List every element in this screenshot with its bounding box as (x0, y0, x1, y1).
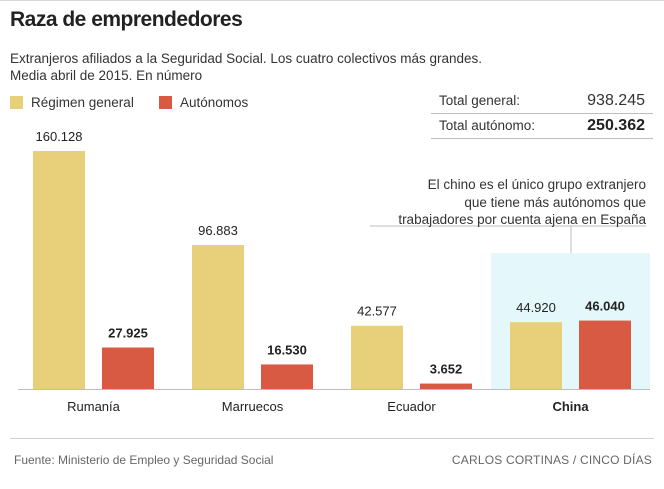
bar-general-ecuador (351, 325, 403, 389)
value-label-general-china: 44.920 (516, 300, 556, 315)
annotation-line-2: que tiene más autónomos que (464, 194, 646, 210)
bar-group: 160.128 27.925 96.883 16.530 42.577 3.652 44.9… (33, 129, 631, 389)
value-label-autonomo-marruecos: 16.530 (267, 342, 307, 357)
total-general-label: Total general: (439, 93, 521, 108)
chart-title: Raza de emprendedores (10, 8, 243, 31)
value-label-autonomo-ecuador: 3.652 (430, 362, 463, 377)
totals-bottom-rule (431, 138, 653, 139)
category-label-marruecos: Marruecos (222, 399, 284, 414)
legend-general-label: Régimen general (31, 95, 134, 110)
legend-autonomo: Autónomos (159, 95, 248, 110)
legend-general-swatch (10, 96, 23, 109)
category-label-china: China (552, 399, 589, 414)
legend-autonomo-swatch (159, 96, 172, 109)
source-note: Fuente: Ministerio de Empleo y Seguridad… (14, 453, 274, 467)
total-general-row: Total general: 938.245 (431, 89, 653, 113)
credit-note: CARLOS CORTINAS / CINCO DÍAS (451, 453, 652, 467)
top-rule (0, 0, 664, 1)
total-autonomo-row: Total autónomo: 250.362 (431, 114, 653, 138)
total-autonomo-value: 250.362 (587, 117, 645, 134)
annotation-line-3: trabajadores por cuenta ajena en España (398, 212, 646, 227)
china-annotation: El chino es el único grupo extranjero qu… (356, 176, 646, 229)
totals-divider (431, 113, 653, 114)
bar-autonomo-marruecos (261, 364, 313, 389)
x-axis-labels: Rumanía Marruecos Ecuador China (67, 399, 589, 414)
bar-autonomo-china (579, 320, 631, 389)
bar-general-china (510, 322, 562, 389)
category-label-ecuador: Ecuador (387, 399, 436, 414)
footer-rule (10, 438, 654, 439)
legend-autonomo-label: Autónomos (180, 95, 249, 110)
bar-autonomo-ecuador (420, 383, 472, 389)
value-label-general-marruecos: 96.883 (198, 223, 238, 238)
total-general-value: 938.245 (587, 92, 645, 109)
bar-general-marruecos (192, 245, 244, 389)
value-label-autonomo-china: 46.040 (585, 299, 625, 314)
category-label-rumanía: Rumanía (67, 399, 121, 414)
bar-autonomo-rumanía (102, 347, 154, 389)
annotation-line-1: El chino es el único grupo extranjero (427, 177, 646, 192)
legend-general: Régimen general (10, 95, 134, 110)
totals-box: Total general: 938.245 Total autónomo: 2… (431, 89, 653, 139)
bar-general-rumanía (33, 151, 85, 389)
chart-subtitle: Extranjeros afiliados a la Seguridad Soc… (10, 50, 530, 84)
value-label-general-ecuador: 42.577 (357, 304, 397, 319)
subtitle-line-1: Extranjeros afiliados a la Seguridad Soc… (10, 51, 482, 66)
total-autonomo-label: Total autónomo: (439, 118, 536, 133)
value-label-autonomo-rumanía: 27.925 (108, 325, 148, 340)
subtitle-line-2: Media abril de 2015. En número (10, 68, 203, 83)
value-label-general-rumanía: 160.128 (36, 129, 83, 144)
